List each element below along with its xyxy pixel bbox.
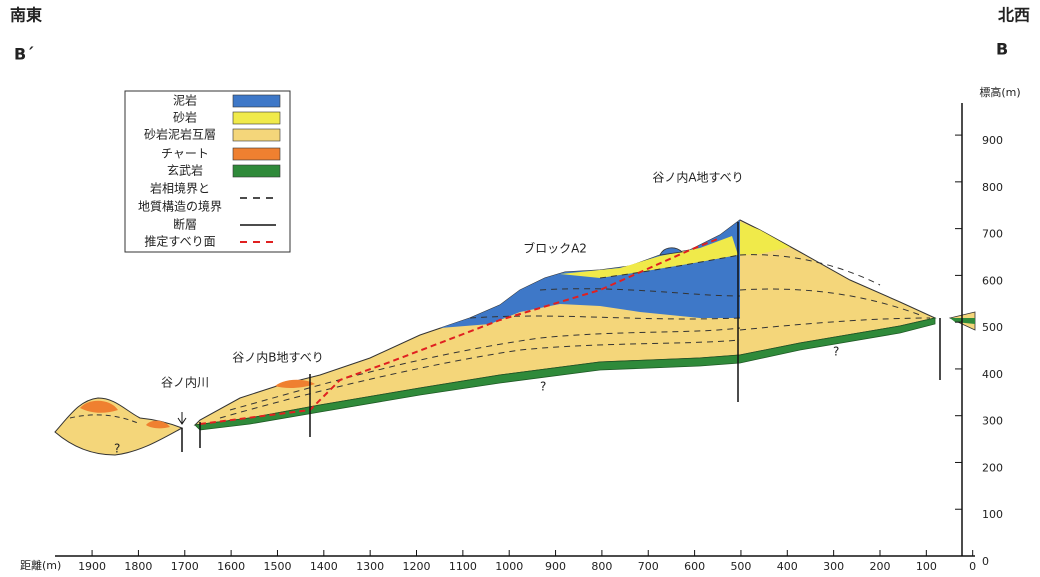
x-tick-label: 100 [916,560,937,573]
x-tick-label: 1900 [78,560,106,573]
legend-label: 砂岩 [173,110,197,125]
x-tick-label: 500 [730,560,751,573]
x-tick-label: 400 [777,560,798,573]
x-tick-label: 0 [969,560,976,573]
label-landslide-b: 谷ノ内B地すべり [232,351,323,365]
x-tick-label: 1600 [217,560,245,573]
legend-label: 玄武岩 [167,163,203,178]
cross-section: 南東 北西 B´ B 谷ノ内A地すべり ブロックA2 [0,0,1040,577]
x-tick-label: 900 [545,560,566,573]
x-tick-label: 1800 [124,560,152,573]
point-left: B´ [14,45,34,64]
x-tick-label: 1200 [403,560,431,573]
x-tick-label: 1000 [495,560,523,573]
legend: 泥岩 砂岩 砂岩泥岩互層 チャート 玄武岩 岩相境界と 地質構造の境界 断層 推… [125,91,290,252]
legend-label: 泥岩 [173,93,197,108]
y-tick-label: 600 [982,274,1003,287]
x-tick-label: 200 [869,560,890,573]
x-axis-label: 距離(m) [20,558,61,572]
y-tick-label: 700 [982,228,1003,241]
x-tick-label: 1300 [356,560,384,573]
direction-left: 南東 [10,6,42,25]
y-axis-label: 標高(m) [979,85,1020,99]
unknown-mark: ? [833,345,839,359]
legend-label: 岩相境界と [150,181,210,196]
x-tick-label: 600 [684,560,705,573]
legend-label: 断層 [173,217,197,232]
x-tick-label: 1700 [171,560,199,573]
unknown-mark: ? [114,442,120,456]
label-river: 谷ノ内川 [161,376,209,390]
x-tick-label: 1400 [310,560,338,573]
x-tick-label: 1100 [449,560,477,573]
point-right: B [996,40,1008,59]
x-tick-label: 800 [591,560,612,573]
y-tick-label: 800 [982,181,1003,194]
y-tick-label: 900 [982,134,1003,147]
y-tick-label: 200 [982,461,1003,474]
y-tick-label: 300 [982,415,1003,428]
x-tick-label: 1500 [263,560,291,573]
direction-right: 北西 [998,6,1030,25]
legend-label: 地質構造の境界 [138,199,222,214]
label-landslide-a: 谷ノ内A地すべり [652,171,743,185]
legend-label: 推定すべり面 [144,234,215,249]
legend-label: チャート [161,147,209,161]
legend-label: 砂岩泥岩互層 [144,127,216,142]
unknown-mark: ? [540,380,546,394]
x-tick-label: 300 [823,560,844,573]
y-tick-label: 500 [982,321,1003,334]
label-block: ブロックA2 [523,241,587,256]
y-tick-label: 100 [982,508,1003,521]
y-tick-label: 400 [982,368,1003,381]
x-tick-label: 700 [638,560,659,573]
y-tick-label: 0 [982,555,989,568]
